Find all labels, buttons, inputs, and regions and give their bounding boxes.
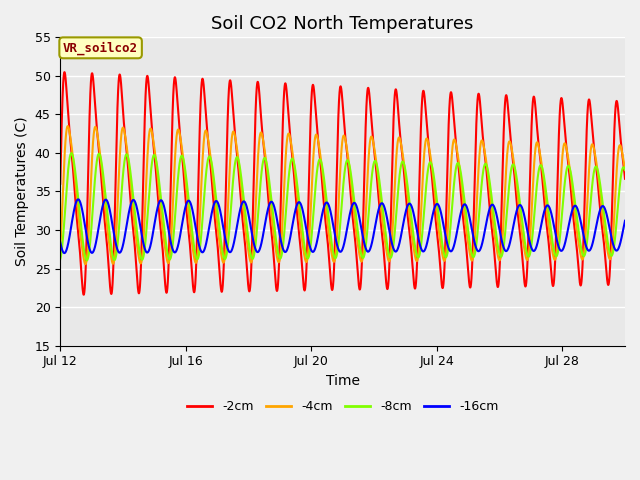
- -16cm: [521, 215, 529, 221]
- -4cm: [159, 230, 167, 236]
- -2cm: [521, 282, 529, 288]
- -2cm: [61, 69, 68, 75]
- -8cm: [159, 215, 167, 221]
- -2cm: [273, 286, 280, 291]
- -16cm: [273, 213, 280, 218]
- X-axis label: Time: Time: [326, 374, 360, 388]
- -8cm: [83, 258, 91, 264]
- Text: VR_soilco2: VR_soilco2: [63, 41, 138, 55]
- -2cm: [159, 252, 167, 258]
- -16cm: [61, 250, 68, 256]
- -4cm: [273, 250, 280, 256]
- -16cm: [74, 196, 82, 202]
- -2cm: [396, 121, 403, 127]
- -16cm: [56, 240, 64, 245]
- -16cm: [159, 200, 167, 206]
- -8cm: [621, 167, 629, 173]
- Line: -4cm: -4cm: [60, 126, 625, 264]
- -4cm: [64, 123, 72, 129]
- -8cm: [424, 168, 431, 174]
- -2cm: [478, 123, 486, 129]
- -4cm: [621, 167, 629, 173]
- -4cm: [478, 138, 486, 144]
- -8cm: [273, 239, 280, 245]
- -4cm: [56, 244, 64, 250]
- Line: -16cm: -16cm: [60, 199, 625, 253]
- -4cm: [82, 261, 90, 267]
- -8cm: [478, 179, 486, 185]
- Line: -2cm: -2cm: [60, 72, 625, 295]
- Line: -8cm: -8cm: [60, 153, 625, 261]
- -4cm: [424, 138, 431, 144]
- -16cm: [478, 242, 486, 248]
- -8cm: [521, 239, 529, 244]
- -4cm: [521, 249, 529, 255]
- -2cm: [80, 292, 88, 298]
- -16cm: [424, 237, 431, 243]
- -16cm: [396, 241, 403, 247]
- -2cm: [424, 133, 431, 139]
- Y-axis label: Soil Temperatures (C): Soil Temperatures (C): [15, 117, 29, 266]
- -2cm: [621, 176, 629, 181]
- Title: Soil CO2 North Temperatures: Soil CO2 North Temperatures: [211, 15, 474, 33]
- -8cm: [67, 150, 75, 156]
- -4cm: [396, 135, 403, 141]
- -8cm: [56, 256, 64, 262]
- -2cm: [56, 181, 64, 187]
- -16cm: [621, 218, 629, 224]
- Legend: -2cm, -4cm, -8cm, -16cm: -2cm, -4cm, -8cm, -16cm: [182, 395, 504, 418]
- -8cm: [396, 176, 403, 182]
